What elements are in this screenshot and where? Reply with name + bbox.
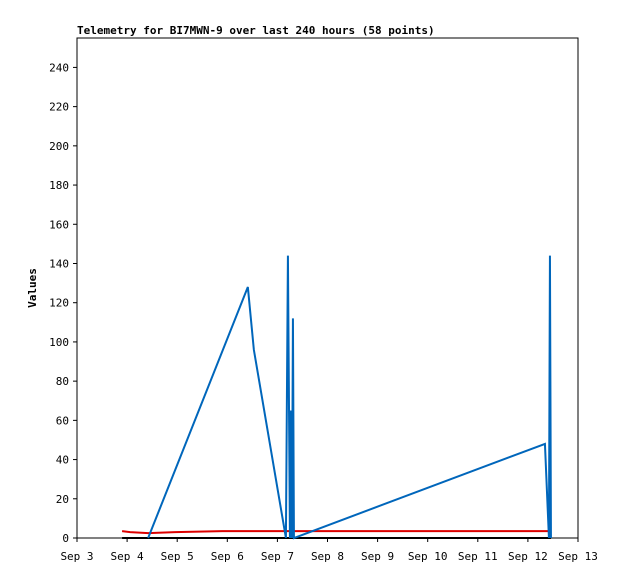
- x-tick-label: Sep 4: [111, 550, 144, 563]
- x-tick-label: Sep 9: [361, 550, 394, 563]
- series-line: [147, 255, 552, 540]
- y-tick-label: 40: [56, 454, 69, 467]
- x-tick-label: Sep 5: [161, 550, 194, 563]
- x-tick-label: Sep 7: [261, 550, 294, 563]
- x-tick-label: Sep 11: [458, 550, 498, 563]
- x-tick-label: Sep 10: [408, 550, 448, 563]
- x-tick-label: Sep 8: [311, 550, 344, 563]
- y-tick-label: 160: [49, 218, 69, 231]
- y-tick-label: 60: [56, 414, 69, 427]
- plot-frame: [76, 37, 579, 539]
- y-tick-label: 120: [49, 297, 69, 310]
- y-tick-label: 20: [56, 493, 69, 506]
- x-tick-label: Sep 6: [211, 550, 244, 563]
- y-tick-label: 240: [49, 61, 69, 74]
- y-tick-label: 140: [49, 257, 69, 270]
- x-tick-label: Sep 3: [60, 550, 93, 563]
- y-tick-label: 200: [49, 140, 69, 153]
- y-axis-label: Values: [26, 268, 39, 308]
- y-tick-label: 0: [62, 532, 69, 545]
- y-tick-label: 180: [49, 179, 69, 192]
- y-tick-label: 220: [49, 101, 69, 114]
- chart-title: Telemetry for BI7MWN-9 over last 240 hou…: [77, 24, 435, 37]
- series-line: [121, 530, 551, 535]
- y-tick-label: 100: [49, 336, 69, 349]
- x-tick-label: Sep 12: [508, 550, 548, 563]
- y-tick-label: 80: [56, 375, 69, 388]
- x-tick-label: Sep 13: [558, 550, 598, 563]
